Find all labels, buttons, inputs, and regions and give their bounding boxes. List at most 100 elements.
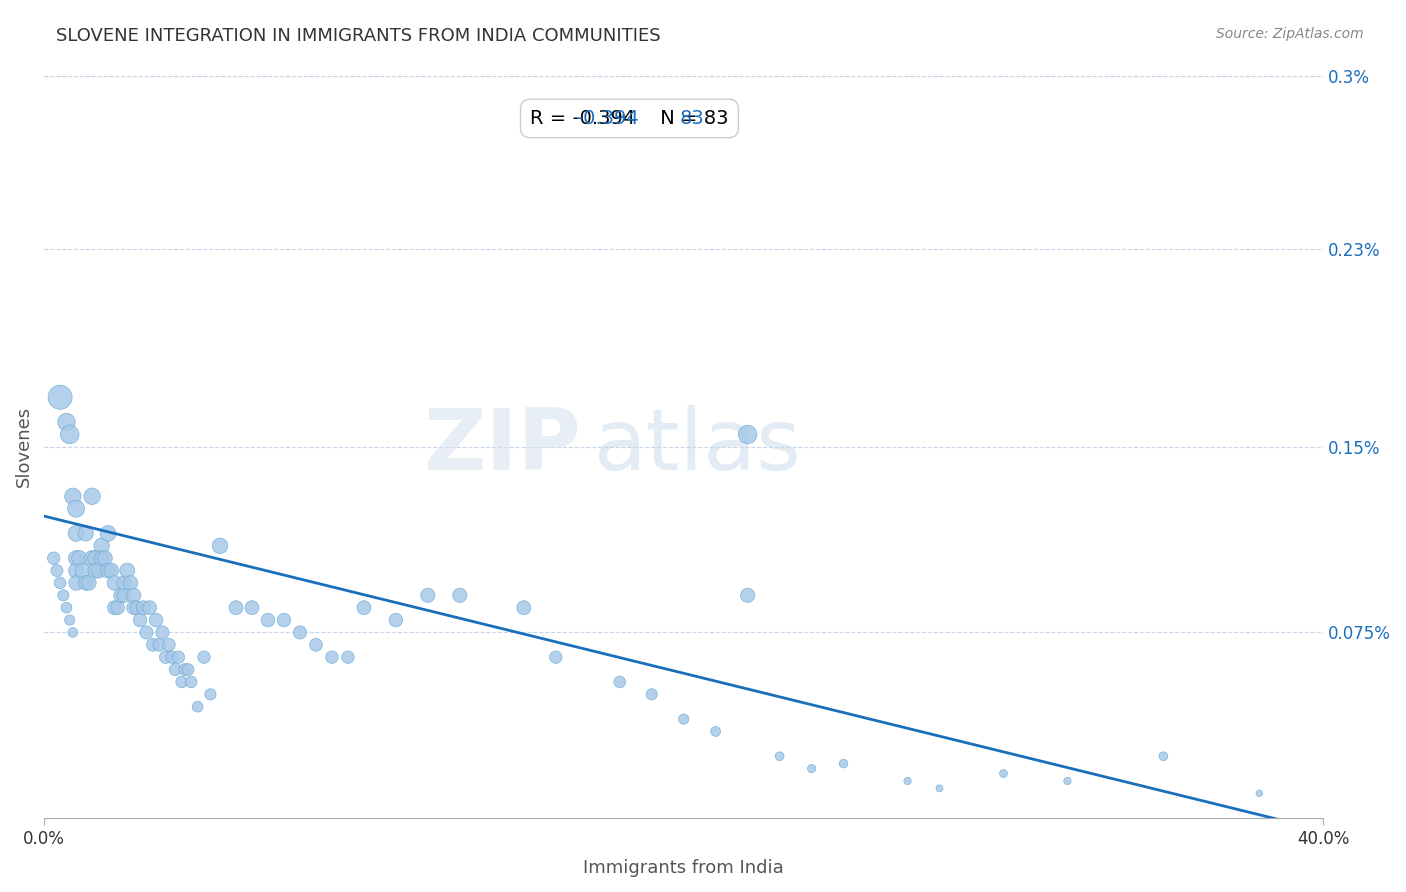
Point	[1249, 786, 1271, 800]
Point	[193, 650, 215, 665]
Text: SLOVENE INTEGRATION IN IMMIGRANTS FROM INDIA COMMUNITIES: SLOVENE INTEGRATION IN IMMIGRANTS FROM I…	[56, 27, 661, 45]
Text: -0.394: -0.394	[576, 109, 638, 128]
Point	[167, 650, 190, 665]
Point	[103, 600, 125, 615]
Point	[65, 526, 87, 541]
Point	[321, 650, 343, 665]
Point	[125, 600, 148, 615]
Point	[208, 539, 231, 553]
Point	[62, 625, 84, 640]
Point	[737, 588, 759, 602]
Point	[177, 663, 200, 677]
Point	[336, 650, 359, 665]
Point	[148, 638, 170, 652]
Point	[75, 576, 97, 591]
Point	[155, 650, 177, 665]
Point	[449, 588, 471, 602]
Point	[1152, 749, 1174, 764]
Text: 83: 83	[681, 109, 704, 128]
Point	[353, 600, 375, 615]
Point	[257, 613, 280, 627]
X-axis label: Immigrants from India: Immigrants from India	[583, 859, 785, 877]
Point	[42, 551, 65, 566]
Point	[110, 588, 132, 602]
Point	[129, 613, 152, 627]
Point	[800, 762, 823, 776]
Point	[90, 551, 112, 566]
Point	[97, 526, 120, 541]
Point	[832, 756, 855, 771]
Point	[65, 576, 87, 591]
Point	[641, 687, 664, 701]
Point	[273, 613, 295, 627]
Point	[52, 588, 75, 602]
Point	[94, 551, 117, 566]
Y-axis label: Slovenes: Slovenes	[15, 406, 32, 487]
Point	[59, 613, 82, 627]
Point	[80, 551, 103, 566]
Point	[200, 687, 222, 701]
Point	[416, 588, 439, 602]
Point	[65, 551, 87, 566]
Point	[55, 600, 77, 615]
Point	[165, 663, 187, 677]
Point	[132, 600, 155, 615]
Point	[90, 539, 112, 553]
Point	[609, 675, 631, 690]
Point	[288, 625, 311, 640]
Point	[65, 564, 87, 578]
Point	[55, 415, 77, 429]
Point	[107, 600, 129, 615]
Point	[704, 724, 727, 739]
Point	[103, 576, 125, 591]
Point	[385, 613, 408, 627]
Point	[225, 600, 247, 615]
Point	[170, 675, 193, 690]
Point	[135, 625, 157, 640]
Point	[187, 699, 209, 714]
Point	[45, 564, 67, 578]
Point	[84, 551, 107, 566]
Point	[122, 600, 145, 615]
Point	[77, 576, 100, 591]
Point	[240, 600, 263, 615]
Point	[65, 501, 87, 516]
Text: atlas: atlas	[595, 405, 803, 488]
Point	[100, 564, 122, 578]
Point	[160, 650, 183, 665]
Point	[173, 663, 195, 677]
Point	[49, 390, 72, 404]
Point	[544, 650, 567, 665]
Point	[75, 526, 97, 541]
Point	[84, 564, 107, 578]
Point	[62, 489, 84, 503]
Point	[117, 564, 139, 578]
Point	[122, 588, 145, 602]
Point	[87, 564, 110, 578]
Text: R = -0.394    N = 83: R = -0.394 N = 83	[530, 109, 728, 128]
Point	[896, 774, 918, 789]
Point	[72, 564, 94, 578]
Text: Source: ZipAtlas.com: Source: ZipAtlas.com	[1216, 27, 1364, 41]
Point	[152, 625, 174, 640]
Point	[305, 638, 328, 652]
Point	[59, 427, 82, 442]
Point	[145, 613, 167, 627]
Point	[138, 600, 160, 615]
Point	[142, 638, 165, 652]
Point	[1056, 774, 1078, 789]
Point	[112, 588, 135, 602]
Point	[49, 576, 72, 591]
Text: ZIP: ZIP	[423, 405, 581, 488]
Point	[672, 712, 695, 726]
Point	[768, 749, 790, 764]
Point	[120, 576, 142, 591]
Point	[737, 427, 759, 442]
Point	[928, 781, 950, 796]
Point	[67, 551, 90, 566]
Point	[513, 600, 536, 615]
Point	[157, 638, 180, 652]
Point	[97, 564, 120, 578]
Point	[112, 576, 135, 591]
Point	[180, 675, 202, 690]
